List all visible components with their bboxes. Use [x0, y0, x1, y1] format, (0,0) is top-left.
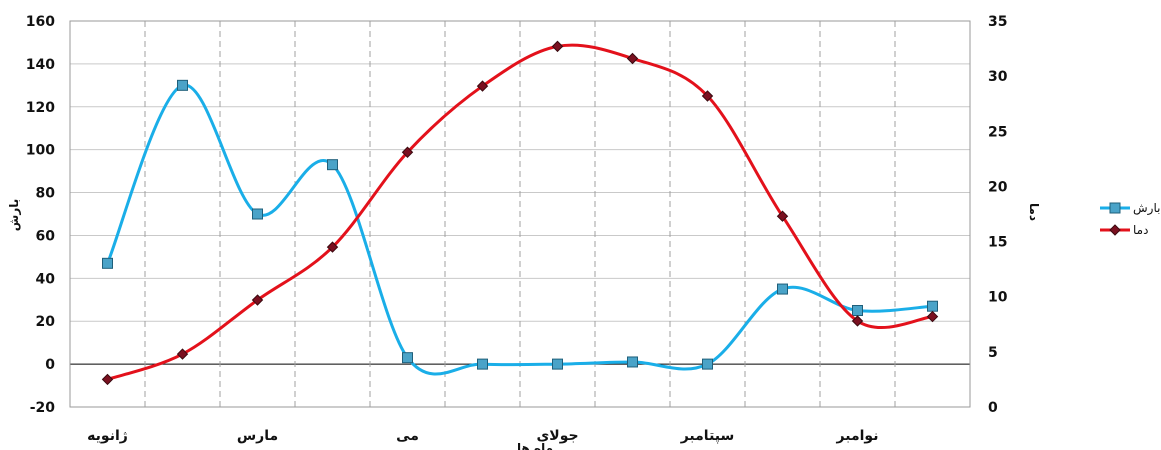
data-point-temperature	[626, 52, 639, 65]
y2-tick-label: 5	[988, 345, 998, 361]
data-point-temperature	[251, 294, 264, 306]
y-tick-label: 100	[26, 143, 55, 159]
legend-item-temperature: دما	[1100, 223, 1148, 237]
data-point-precipitation	[477, 358, 488, 370]
x-tick-label: جولای	[536, 428, 578, 444]
y-tick-label: 40	[36, 271, 56, 287]
y-tick-label: 160	[26, 14, 55, 30]
legend-item-precipitation: بارش	[1100, 201, 1160, 216]
legend-marker-temperature	[1109, 224, 1121, 236]
data-point-temperature	[851, 315, 864, 327]
data-point-temperature	[776, 210, 789, 222]
data-point-precipitation	[927, 300, 938, 312]
data-point-precipitation	[402, 352, 413, 364]
grid	[69, 20, 971, 408]
y2-tick-label: 10	[988, 290, 1008, 306]
x-axis: ژانویه مارس می جولای سپتامبر نوامبر	[87, 428, 878, 444]
data-point-precipitation	[327, 159, 338, 171]
data-point-precipitation	[627, 356, 638, 368]
left-axis: -20 0 20 40 60 80 100 120 140 160	[26, 14, 55, 416]
y2-tick-label: 30	[988, 69, 1008, 85]
plot-frame	[69, 20, 971, 408]
x-tick-label: سپتامبر	[680, 428, 735, 444]
y-axis-title: بارش	[7, 199, 21, 231]
data-point-temperature	[926, 310, 939, 323]
data-point-precipitation	[252, 208, 263, 220]
x-axis-title: ماه ها	[517, 441, 553, 450]
data-point-precipitation	[177, 79, 188, 91]
y-tick-label: 60	[36, 228, 56, 244]
y-tick-label: 0	[45, 357, 55, 373]
data-point-precipitation	[102, 257, 113, 269]
right-axis: 0 5 10 15 20 25 30 35	[988, 14, 1008, 416]
legend-label-temperature: دما	[1133, 223, 1148, 237]
data-point-temperature	[101, 373, 114, 386]
y-tick-label: 80	[36, 186, 56, 202]
y-tick-label: 120	[26, 100, 55, 116]
x-tick-label: ژانویه	[87, 428, 128, 444]
x-tick-label: مارس	[237, 428, 278, 444]
data-point-precipitation	[852, 305, 863, 316]
x-tick-label: نوامبر	[836, 428, 879, 444]
legend: بارش دما	[1100, 201, 1160, 237]
data-point-precipitation	[702, 358, 713, 370]
data-point-precipitation	[552, 358, 563, 370]
y2-tick-label: 0	[988, 400, 998, 416]
data-point-temperature	[401, 146, 414, 158]
y-tick-label: 140	[26, 57, 55, 73]
data-point-precipitation	[777, 283, 788, 295]
series-layer	[101, 40, 939, 386]
y2-axis-title: دما	[1027, 203, 1041, 221]
y2-tick-label: 15	[988, 235, 1007, 251]
y-tick-label: 20	[36, 314, 56, 330]
series-line-precipitation	[106, 83, 933, 376]
x-tick-label: می	[396, 428, 419, 444]
data-point-temperature	[326, 241, 339, 253]
data-point-temperature	[551, 40, 564, 53]
y2-tick-label: 20	[988, 179, 1008, 195]
data-point-temperature	[476, 80, 489, 92]
y-tick-label: -20	[30, 400, 56, 416]
data-point-temperature	[176, 348, 189, 360]
legend-label-precipitation: بارش	[1133, 201, 1160, 216]
data-point-temperature	[701, 90, 714, 102]
y2-tick-label: 35	[988, 14, 1007, 30]
y2-tick-label: 25	[988, 124, 1007, 140]
legend-marker-precipitation	[1109, 202, 1121, 214]
